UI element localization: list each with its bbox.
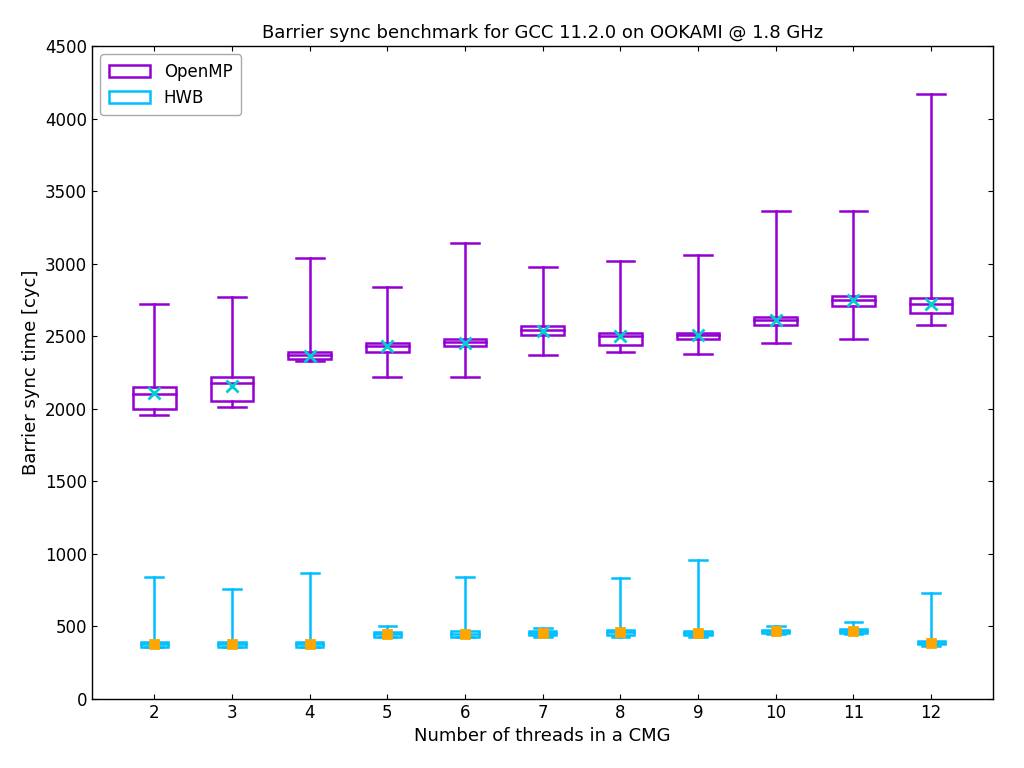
Bar [918, 641, 945, 644]
Bar [452, 631, 478, 637]
Bar [755, 317, 797, 325]
Bar [140, 641, 168, 647]
Bar [599, 333, 642, 345]
X-axis label: Number of threads in a CMG: Number of threads in a CMG [415, 727, 671, 745]
Bar [374, 632, 401, 637]
Bar [677, 333, 720, 339]
Bar [762, 630, 790, 633]
Bar [684, 631, 712, 635]
Bar [529, 631, 556, 635]
Y-axis label: Barrier sync time [cyc]: Barrier sync time [cyc] [22, 270, 40, 475]
Bar [833, 296, 874, 306]
Bar [521, 326, 564, 335]
Bar [133, 387, 176, 409]
Title: Barrier sync benchmark for GCC 11.2.0 on OOKAMI @ 1.8 GHz: Barrier sync benchmark for GCC 11.2.0 on… [262, 24, 823, 41]
Legend: OpenMP, HWB: OpenMP, HWB [100, 55, 241, 115]
Bar [840, 629, 867, 633]
Bar [296, 641, 324, 647]
Bar [443, 339, 486, 346]
Bar [607, 630, 634, 635]
Bar [289, 353, 331, 359]
Bar [211, 377, 253, 402]
Bar [909, 299, 952, 313]
Bar [366, 343, 409, 353]
Bar [218, 641, 246, 647]
